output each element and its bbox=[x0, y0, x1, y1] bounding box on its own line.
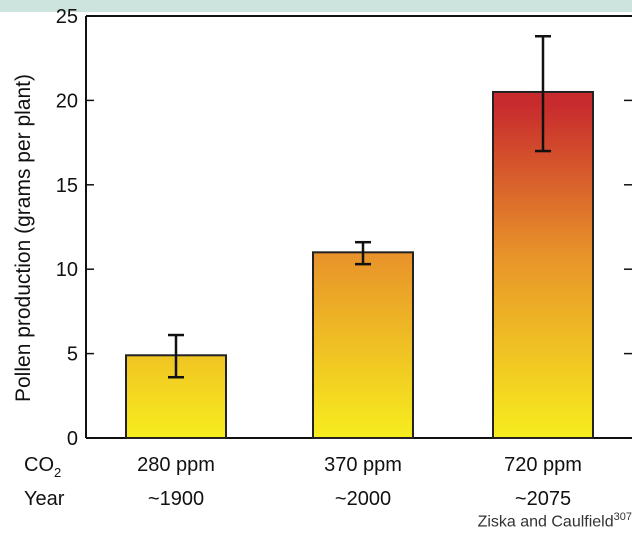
source-credit: Ziska and Caulfield307 bbox=[477, 510, 632, 530]
category-label-2: 720 ppm bbox=[504, 454, 582, 476]
category-label-0: 280 ppm bbox=[137, 454, 215, 476]
y-tick-label-15: 15 bbox=[56, 175, 78, 197]
error-bars bbox=[168, 35, 551, 379]
y-tick-label-25: 25 bbox=[56, 6, 78, 28]
co2-row-label: CO2 bbox=[24, 454, 61, 480]
y-tick-label-10: 10 bbox=[56, 259, 78, 281]
y-tick-label-5: 5 bbox=[67, 344, 78, 366]
y-axis-label: Pollen production (grams per plant) bbox=[12, 74, 35, 402]
year-label-0: ~1900 bbox=[148, 488, 204, 510]
category-label-1: 370 ppm bbox=[324, 454, 402, 476]
top-color-band bbox=[0, 0, 632, 12]
year-label-1: ~2000 bbox=[335, 488, 391, 510]
bar-1 bbox=[312, 251, 414, 439]
bars bbox=[125, 90, 594, 440]
year-row-label: Year bbox=[24, 488, 65, 510]
y-tick-label-0: 0 bbox=[67, 428, 78, 450]
y-tick-label-20: 20 bbox=[56, 90, 78, 112]
y-axis-ticks: 0 5 10 15 20 25 bbox=[56, 6, 632, 450]
year-label-2: ~2075 bbox=[515, 488, 571, 510]
x-axis-labels: 280 ppm ~1900 370 ppm ~2000 720 ppm ~2075 bbox=[137, 454, 582, 510]
